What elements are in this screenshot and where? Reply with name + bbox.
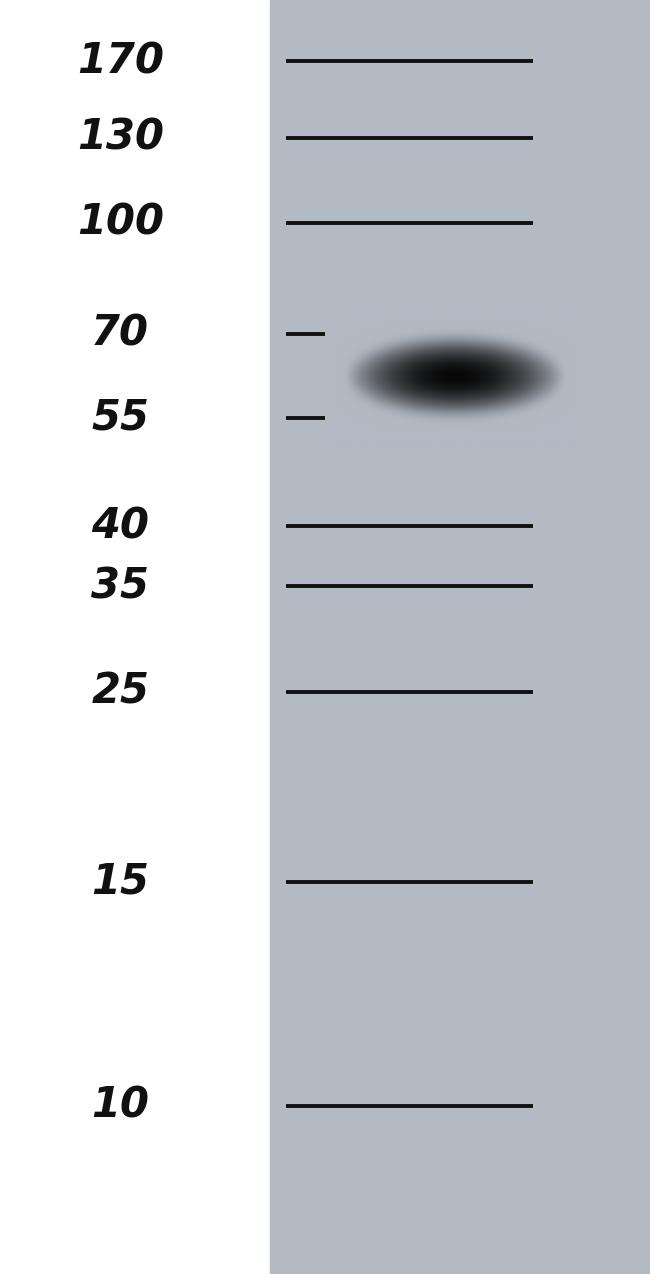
Text: 55: 55 bbox=[91, 397, 150, 438]
Text: 25: 25 bbox=[91, 671, 150, 712]
Bar bbox=[270, 0, 650, 1274]
Bar bbox=[0, 0, 270, 1274]
Text: 130: 130 bbox=[77, 117, 164, 158]
Text: 170: 170 bbox=[77, 41, 164, 82]
Text: 100: 100 bbox=[77, 203, 164, 243]
Text: 70: 70 bbox=[91, 313, 150, 354]
Text: 35: 35 bbox=[91, 566, 150, 606]
Text: 15: 15 bbox=[91, 861, 150, 902]
Text: 10: 10 bbox=[91, 1085, 150, 1126]
Text: 40: 40 bbox=[91, 506, 150, 547]
